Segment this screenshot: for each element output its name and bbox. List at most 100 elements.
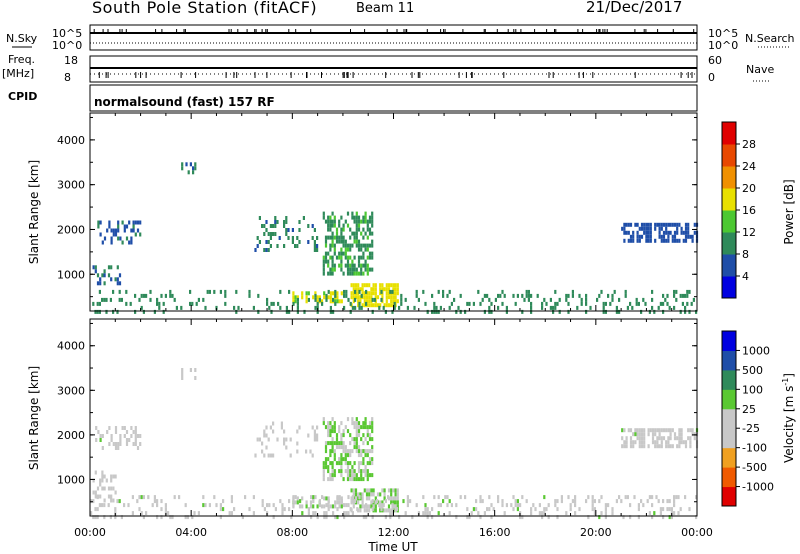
data-cell <box>329 461 332 466</box>
data-cell <box>364 219 367 224</box>
data-cell <box>324 461 328 466</box>
data-cell <box>654 226 657 231</box>
data-cell <box>368 421 372 426</box>
data-cell <box>353 255 356 260</box>
data-cell <box>313 228 316 232</box>
data-cell <box>269 232 272 236</box>
data-cell <box>327 271 330 276</box>
data-cell <box>125 438 129 442</box>
data-cell <box>448 499 451 504</box>
data-cell <box>346 247 350 252</box>
data-cell <box>541 301 544 306</box>
data-cell <box>335 235 339 240</box>
data-cell <box>357 239 361 244</box>
data-cell <box>366 219 369 224</box>
data-cell <box>310 495 313 500</box>
nsky-mark <box>693 29 695 33</box>
data-cell <box>92 499 95 504</box>
data-cell <box>92 265 95 270</box>
data-cell <box>257 309 260 314</box>
data-cell <box>103 297 106 302</box>
data-cell <box>342 445 345 450</box>
data-cell <box>331 291 335 296</box>
colorbar-segment <box>722 254 736 277</box>
data-cell <box>311 236 314 240</box>
data-cell <box>338 299 341 304</box>
data-cell <box>645 230 648 235</box>
data-cell <box>331 465 334 470</box>
data-cell <box>324 457 328 462</box>
freq-tick-top: 18 <box>64 54 78 67</box>
data-cell <box>312 295 315 300</box>
data-cell <box>636 436 639 441</box>
data-cell <box>665 428 668 433</box>
data-cell <box>629 234 633 239</box>
data-cell <box>635 297 638 302</box>
data-cell <box>342 433 345 438</box>
data-cell <box>256 236 259 240</box>
data-cell <box>680 432 683 437</box>
data-cell <box>134 309 137 314</box>
data-cell <box>673 436 677 441</box>
data-cell <box>269 244 272 248</box>
data-cell <box>366 227 369 232</box>
data-cell <box>649 226 652 231</box>
data-cell <box>385 303 388 308</box>
data-cell <box>695 309 698 314</box>
data-cell <box>355 219 358 224</box>
cpid-label: CPID <box>8 90 37 103</box>
data-cell <box>635 301 638 306</box>
data-cell <box>632 230 635 235</box>
data-cell <box>658 222 661 227</box>
data-cell <box>629 515 632 520</box>
data-cell <box>327 235 330 240</box>
data-cell <box>660 238 663 243</box>
data-cell <box>673 503 676 508</box>
data-cell <box>554 305 557 310</box>
data-cell <box>316 295 319 300</box>
data-cell <box>426 511 429 516</box>
data-cell <box>392 496 395 501</box>
data-cell <box>136 446 140 450</box>
data-cell <box>322 473 325 478</box>
data-cell <box>360 305 363 310</box>
data-cell <box>305 504 308 509</box>
data-cell <box>145 511 148 516</box>
data-cell <box>331 445 334 450</box>
data-cell <box>305 291 308 296</box>
nave-mark <box>352 72 354 78</box>
data-cell <box>362 469 365 474</box>
time-axis-labels: 00:00 04:00 08:00 12:00 16:00 20:00 00:00 <box>74 526 713 539</box>
data-cell <box>357 449 361 454</box>
data-cell <box>439 305 442 310</box>
data-cell <box>316 301 319 306</box>
data-cell <box>576 305 579 310</box>
data-cell <box>379 500 382 505</box>
data-cell <box>313 244 316 248</box>
data-cell <box>323 291 326 296</box>
data-cell <box>335 231 339 236</box>
data-cell <box>322 211 325 216</box>
data-cell <box>362 255 365 260</box>
nsky-mark <box>577 29 579 33</box>
data-cell <box>99 438 102 442</box>
data-cell <box>658 234 661 239</box>
data-cell <box>679 293 682 298</box>
data-cell <box>687 428 690 433</box>
data-cell <box>638 428 641 433</box>
nsky-mark <box>520 29 522 33</box>
data-cell <box>327 499 330 504</box>
data-cell <box>349 473 352 478</box>
data-cell <box>353 263 356 268</box>
data-cell <box>288 309 291 314</box>
data-cell <box>265 425 268 430</box>
data-cell <box>505 305 508 310</box>
data-cell <box>325 511 328 516</box>
data-cell <box>281 507 284 512</box>
data-cell <box>325 515 328 520</box>
data-cell <box>636 432 639 437</box>
data-cell <box>140 293 143 298</box>
data-cell <box>332 511 335 516</box>
